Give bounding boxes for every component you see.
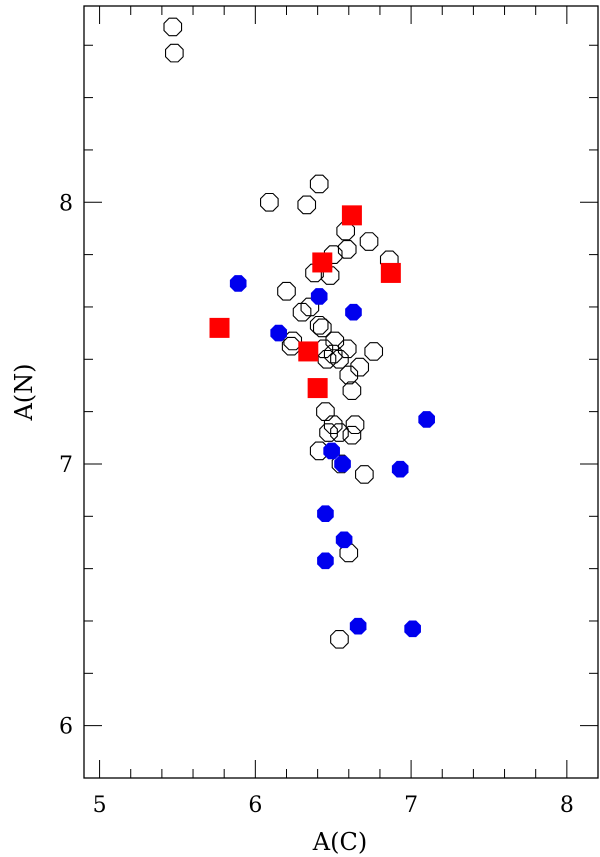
x-axis-label: A(C) <box>312 828 367 856</box>
y-axis-label: A(N) <box>10 363 38 421</box>
red-square-point <box>307 378 328 399</box>
red-square-point <box>380 262 401 283</box>
open-octagon-point <box>337 240 357 259</box>
open-octagon-point <box>339 543 359 563</box>
x-tick-label: 6 <box>248 793 262 818</box>
blue-octagon-point <box>229 275 247 292</box>
open-octagon-point <box>292 302 312 322</box>
open-octagon-point <box>339 365 359 385</box>
blue-octagon-point <box>335 531 353 549</box>
open-octagon-point <box>316 402 335 421</box>
open-octagon-point <box>323 245 343 264</box>
blue-octagon-point <box>345 303 362 321</box>
blue-octagon-point <box>334 455 351 473</box>
red-square-point <box>209 317 230 338</box>
blue-octagon-point <box>404 620 421 638</box>
blue-octagon-point <box>317 505 334 522</box>
open-octagon-point <box>359 232 379 251</box>
x-tick-label: 7 <box>404 793 418 818</box>
open-octagon-point <box>163 17 183 37</box>
open-octagon-point <box>277 281 296 301</box>
open-octagon-point <box>297 195 317 215</box>
y-tick-label: 6 <box>59 715 73 740</box>
plot-frame <box>83 5 599 779</box>
open-octagon-point <box>336 221 356 241</box>
open-octagon-point <box>342 381 362 401</box>
blue-octagon-point <box>391 460 409 478</box>
open-octagon-point <box>309 174 329 194</box>
blue-octagon-point <box>418 411 435 428</box>
open-octagon-point <box>330 629 349 649</box>
red-square-point <box>341 205 362 226</box>
open-octagon-point <box>319 423 338 442</box>
blue-octagon-point <box>323 442 340 460</box>
blue-octagon-point <box>349 617 367 635</box>
open-octagon-point <box>165 43 184 63</box>
open-octagon-point <box>330 349 349 369</box>
data-points <box>163 17 435 649</box>
open-octagon-point <box>317 349 337 369</box>
tick-labels: 5 6 7 8 6 7 8 <box>59 191 574 818</box>
open-octagon-point <box>281 336 301 356</box>
blue-octagon-point <box>310 288 328 305</box>
x-tick-label: 8 <box>560 793 574 818</box>
blue-octagon-point <box>317 552 334 570</box>
blue-octagon-point <box>270 324 288 342</box>
y-tick-label: 8 <box>59 191 73 216</box>
open-octagon-point <box>342 425 362 445</box>
open-octagon-point <box>345 415 365 435</box>
open-octagon-point <box>355 465 374 484</box>
open-octagon-point <box>330 423 349 442</box>
red-square-point <box>312 252 333 273</box>
x-tick-label: 5 <box>93 793 107 818</box>
open-octagon-point <box>260 192 279 212</box>
open-octagon-point <box>364 342 384 361</box>
axis-ticks <box>84 6 599 779</box>
open-octagon-point <box>350 357 370 377</box>
y-tick-label: 7 <box>59 453 73 478</box>
red-square-point <box>298 341 319 362</box>
open-octagon-point <box>323 415 343 435</box>
open-octagon-point <box>325 331 345 351</box>
open-octagon-point <box>312 318 332 338</box>
